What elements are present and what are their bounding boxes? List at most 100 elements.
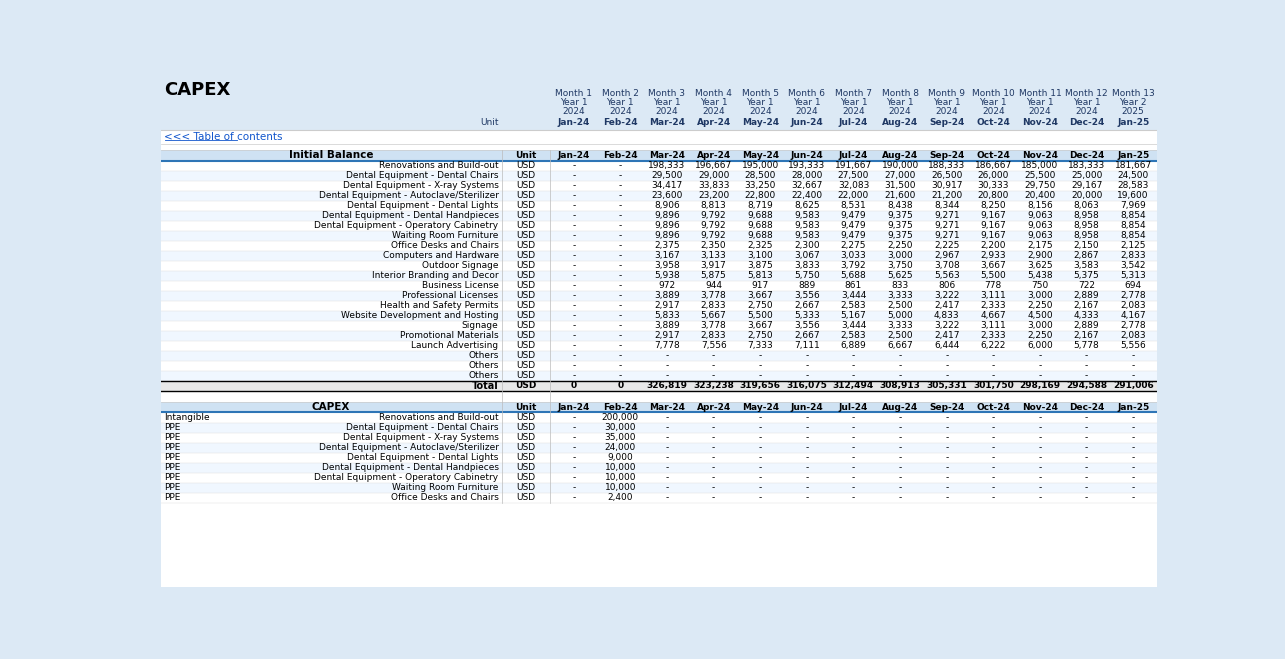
Text: 7,333: 7,333	[748, 341, 774, 351]
Text: -: -	[572, 483, 576, 492]
Text: 30,333: 30,333	[978, 181, 1009, 190]
Bar	[161, 144, 1156, 150]
Text: Professional Licenses: Professional Licenses	[402, 291, 499, 301]
Text: -: -	[572, 453, 576, 462]
Text: -: -	[1132, 423, 1135, 432]
Text: Others: Others	[468, 351, 499, 360]
Text: 2024: 2024	[935, 107, 959, 116]
Text: -: -	[619, 191, 622, 200]
Text: -: -	[944, 453, 948, 462]
Text: 27,000: 27,000	[884, 171, 916, 180]
Text: Dental Equipment - Dental Handpieces: Dental Equipment - Dental Handpieces	[321, 212, 499, 220]
Text: 722: 722	[1078, 281, 1095, 291]
Text: -: -	[1038, 423, 1042, 432]
Text: May-24: May-24	[741, 118, 779, 127]
Text: Month 3: Month 3	[649, 89, 685, 98]
Text: -: -	[572, 201, 576, 210]
Text: Year 1: Year 1	[747, 98, 774, 107]
Text: 5,333: 5,333	[794, 311, 820, 320]
Bar	[161, 503, 1156, 587]
Text: -: -	[712, 413, 716, 422]
Text: PPE: PPE	[164, 463, 181, 472]
Text: 316,075: 316,075	[786, 382, 828, 390]
Text: -: -	[572, 221, 576, 230]
Text: 20,800: 20,800	[978, 191, 1009, 200]
Text: 31,500: 31,500	[884, 181, 916, 190]
Text: -: -	[1038, 361, 1042, 370]
Text: Jan-25: Jan-25	[1117, 151, 1149, 160]
Text: -: -	[898, 361, 902, 370]
Text: 9,375: 9,375	[887, 231, 912, 241]
Text: 0: 0	[571, 382, 577, 390]
Text: 3,667: 3,667	[980, 262, 1006, 270]
Text: -: -	[619, 372, 622, 380]
Text: -: -	[944, 473, 948, 482]
Text: -: -	[758, 361, 762, 370]
Text: Signage: Signage	[461, 322, 499, 330]
Text: Month 8: Month 8	[882, 89, 919, 98]
Text: Jun-24: Jun-24	[790, 403, 824, 412]
Text: -: -	[852, 493, 855, 502]
Text: 2,889: 2,889	[1074, 291, 1100, 301]
Text: 8,854: 8,854	[1121, 231, 1146, 241]
Text: Feb-24: Feb-24	[603, 151, 637, 160]
Text: Dec-24: Dec-24	[1069, 403, 1104, 412]
Text: 2025: 2025	[1122, 107, 1145, 116]
Text: Dental Equipment - Operatory Cabinetry: Dental Equipment - Operatory Cabinetry	[315, 473, 499, 482]
Text: Nov-24: Nov-24	[1022, 118, 1058, 127]
Text: -: -	[992, 433, 995, 442]
Text: USD: USD	[517, 291, 536, 301]
Bar	[161, 381, 1156, 391]
Text: 319,656: 319,656	[740, 382, 781, 390]
Text: USD: USD	[515, 382, 537, 390]
Text: 9,000: 9,000	[608, 453, 634, 462]
Text: 24,500: 24,500	[1118, 171, 1149, 180]
Text: PPE: PPE	[164, 493, 181, 502]
Text: 2,150: 2,150	[1074, 241, 1100, 250]
Text: 5,500: 5,500	[980, 272, 1006, 280]
Text: 26,000: 26,000	[978, 171, 1009, 180]
Text: 8,531: 8,531	[840, 201, 866, 210]
Text: 5,778: 5,778	[1074, 341, 1100, 351]
Text: -: -	[806, 413, 808, 422]
Text: 2,250: 2,250	[1027, 331, 1052, 341]
Text: 9,167: 9,167	[980, 212, 1006, 220]
Text: 6,222: 6,222	[980, 341, 1006, 351]
Bar	[161, 361, 1156, 371]
Bar	[161, 130, 1156, 144]
Text: 9,167: 9,167	[980, 221, 1006, 230]
Text: Sep-24: Sep-24	[929, 118, 965, 127]
Text: 10,000: 10,000	[605, 463, 636, 472]
Text: 5,667: 5,667	[700, 311, 726, 320]
Bar	[161, 463, 1156, 473]
Text: CAPEX: CAPEX	[164, 80, 231, 99]
Text: -: -	[619, 171, 622, 180]
Text: 198,333: 198,333	[649, 161, 686, 170]
Text: USD: USD	[517, 311, 536, 320]
Text: -: -	[806, 372, 808, 380]
Text: -: -	[572, 361, 576, 370]
Text: 5,625: 5,625	[887, 272, 912, 280]
Text: 200,000: 200,000	[601, 413, 639, 422]
Text: 3,444: 3,444	[840, 291, 866, 301]
Text: 2,833: 2,833	[700, 301, 726, 310]
Text: -: -	[619, 361, 622, 370]
Text: -: -	[1038, 483, 1042, 492]
Text: -: -	[944, 483, 948, 492]
Text: -: -	[712, 351, 716, 360]
Text: Year 1: Year 1	[560, 98, 587, 107]
Text: 9,375: 9,375	[887, 221, 912, 230]
Text: Year 1: Year 1	[933, 98, 960, 107]
Text: Year 1: Year 1	[607, 98, 635, 107]
Text: 33,833: 33,833	[698, 181, 730, 190]
Text: 29,167: 29,167	[1070, 181, 1103, 190]
Text: -: -	[572, 181, 576, 190]
Text: -: -	[1038, 433, 1042, 442]
Text: Month 2: Month 2	[601, 89, 639, 98]
Text: 9,896: 9,896	[654, 212, 680, 220]
Text: 26,500: 26,500	[932, 171, 962, 180]
Text: -: -	[758, 473, 762, 482]
Text: 2,083: 2,083	[1121, 331, 1146, 341]
Text: 9,688: 9,688	[748, 212, 774, 220]
Text: 9,271: 9,271	[934, 221, 960, 230]
